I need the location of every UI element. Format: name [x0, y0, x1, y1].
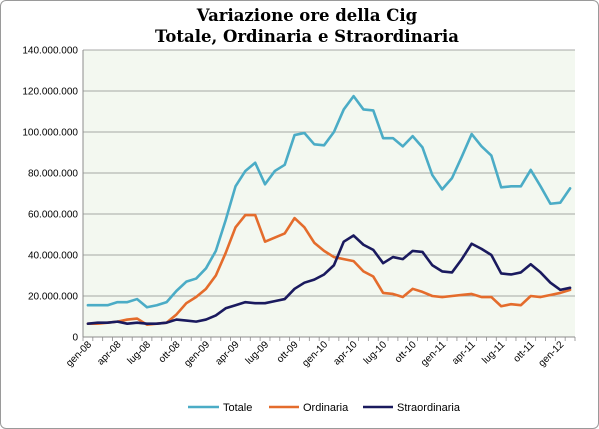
x-tick-label: ott-10 — [393, 339, 419, 365]
y-tick-label: 80.000.000 — [28, 169, 78, 180]
y-tick-label: 140.000.000 — [22, 46, 78, 57]
chart-subtitle: Totale, Ordinaria e Straordinaria — [155, 27, 459, 46]
x-tick-label: ott-09 — [275, 339, 301, 365]
x-tick-label: ott-11 — [511, 339, 537, 365]
x-tick-label: lug-10 — [362, 339, 390, 367]
series-line-straordinaria — [86, 234, 572, 325]
legend-label-ordinaria: Ordinaria — [303, 402, 349, 414]
y-tick-label: 60.000.000 — [28, 210, 78, 221]
x-axis-tick-labels: gen-08 apr-08 lug-08 ott-08 gen-09 apr-09 lug-… — [64, 339, 566, 369]
x-tick-label: apr-10 — [332, 339, 361, 368]
y-tick-label: 120.000.000 — [22, 87, 78, 98]
x-tick-label: ott-08 — [157, 339, 183, 365]
y-tick-label: 20.000.000 — [28, 292, 78, 303]
series-line-totale — [86, 94, 572, 309]
x-tick-label: apr-08 — [95, 339, 124, 368]
x-tick-label: gen-08 — [64, 339, 94, 369]
x-tick-label: apr-09 — [213, 339, 242, 368]
series-lines — [86, 94, 572, 327]
x-tick-label: lug-08 — [126, 339, 154, 367]
legend-label-totale: Totale — [223, 402, 252, 414]
y-tick-label: 40.000.000 — [28, 251, 78, 262]
x-tick-label: gen-09 — [182, 339, 212, 369]
chart-title: Variazione ore della Cig — [196, 6, 418, 25]
plot-area — [83, 50, 575, 337]
legend-label-straordinaria: Straordinaria — [397, 402, 461, 414]
y-axis-tick-labels: 0 20.000.000 40.000.000 60.000.000 80.000.00… — [22, 46, 78, 344]
x-tick-label: gen-12 — [537, 339, 567, 369]
gridlines — [83, 49, 575, 297]
y-tick-label: 100.000.000 — [22, 128, 78, 139]
x-tick-label: lug-11 — [480, 339, 507, 366]
x-tick-label: apr-11 — [450, 339, 478, 367]
x-tick-label: lug-09 — [244, 339, 272, 367]
legend: Totale Ordinaria Straordinaria — [188, 402, 461, 414]
y-tick-label: 0 — [72, 333, 78, 344]
x-tick-label: gen-10 — [300, 339, 330, 369]
x-tick-label: gen-11 — [419, 339, 449, 369]
axes — [82, 50, 576, 341]
